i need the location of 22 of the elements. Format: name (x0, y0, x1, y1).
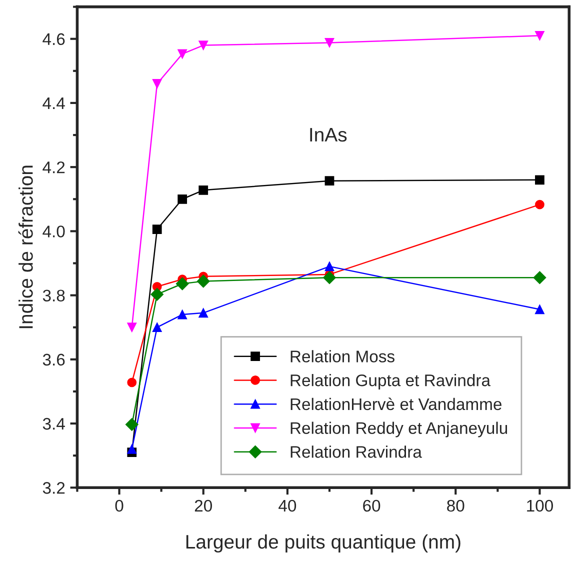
y-axis-title: Indice de réfraction (18, 166, 33, 328)
x-axis-title: Largeur de puits quantique (nm) (186, 534, 460, 553)
legend-label: Relation Moss (290, 350, 394, 362)
y-tick-label: 3.8 (42, 290, 65, 302)
y-tick-label: 3.2 (42, 482, 65, 494)
legend-label: Relation Gupta et Ravindra (290, 374, 490, 390)
y-tick-label: 3.6 (42, 354, 65, 366)
x-tick-label: 100 (527, 500, 553, 512)
y-tick-label: 4.4 (42, 98, 65, 110)
x-tick-label: 40 (278, 500, 296, 512)
x-tick-label: 20 (194, 500, 212, 512)
y-tick-label: 4.6 (42, 33, 65, 46)
legend-label: Relation Reddy et Anjaneyulu (290, 422, 508, 438)
x-tick-label: 80 (447, 500, 464, 512)
legend-label: RelationHervè et Vandamme (290, 398, 502, 410)
x-tick-label: 60 (363, 500, 380, 512)
y-tick-label: 4.2 (42, 161, 65, 174)
x-tick-label: 0 (115, 500, 124, 512)
y-tick-label: 4.0 (42, 226, 65, 238)
legend-label: Relation Ravindra (290, 446, 422, 458)
y-tick-label: 3.4 (42, 418, 65, 430)
annotation: InAs (310, 128, 347, 142)
